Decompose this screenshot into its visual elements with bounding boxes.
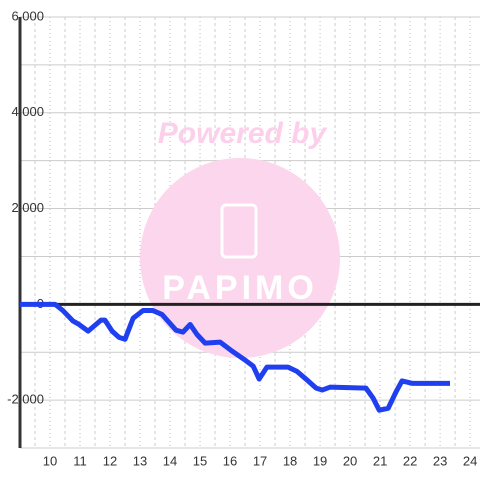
x-tick-label: 13 bbox=[133, 453, 147, 468]
y-tick-label: -2,000 bbox=[7, 392, 44, 407]
watermark-icon bbox=[220, 203, 258, 259]
x-tick-label: 14 bbox=[163, 453, 177, 468]
x-tick-label: 17 bbox=[253, 453, 267, 468]
x-tick-label: 15 bbox=[193, 453, 207, 468]
watermark-top: Powered by bbox=[158, 117, 328, 150]
line bbox=[20, 301, 450, 413]
x-tick-label: 11 bbox=[73, 453, 87, 468]
x-tick-label: 12 bbox=[103, 453, 117, 468]
watermark-bottom: PAPIMO bbox=[162, 269, 318, 307]
x-tick-label: 23 bbox=[433, 453, 447, 468]
x-tick-label: 16 bbox=[223, 453, 237, 468]
x-tick-label: 24 bbox=[463, 453, 477, 468]
x-tick-label: 19 bbox=[313, 453, 327, 468]
x-tick-label: 20 bbox=[343, 453, 357, 468]
y-tick-label: 6,000 bbox=[11, 8, 44, 23]
y-tick-label: 2,000 bbox=[11, 200, 44, 215]
watermark: Powered by PAPIMO bbox=[140, 117, 340, 358]
y-tick-label: 4,000 bbox=[11, 104, 44, 119]
x-tick-label: 10 bbox=[43, 453, 57, 468]
x-tick-label: 18 bbox=[283, 453, 297, 468]
x-tick-label: 22 bbox=[403, 453, 417, 468]
x-tick-label: 21 bbox=[373, 453, 387, 468]
